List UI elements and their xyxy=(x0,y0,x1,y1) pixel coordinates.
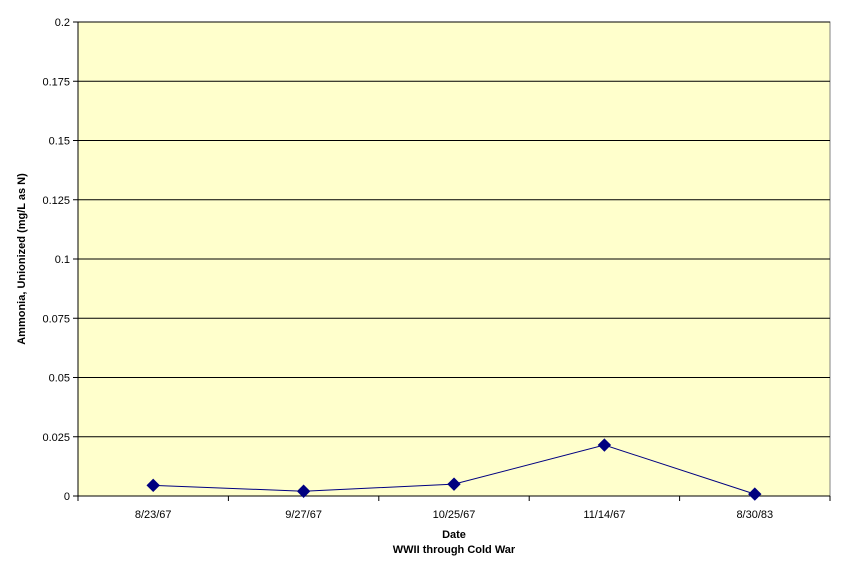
x-axis: 8/23/67 9/27/67 10/25/67 11/14/67 8/30/83 xyxy=(77,495,831,521)
y-tick-label: 0.2 xyxy=(55,17,70,29)
y-tick-label: 0.175 xyxy=(42,76,70,88)
y-tick-label: 0.15 xyxy=(49,136,70,148)
series xyxy=(146,438,762,501)
y-tick-label: 0.125 xyxy=(42,195,70,207)
data-point-marker xyxy=(597,438,612,452)
data-point-marker xyxy=(447,477,461,491)
y-tick-label: 0.05 xyxy=(49,373,70,385)
y-axis: 0 0.025 0.05 0.075 0.1 0.125 0.15 0.175 0.2 xyxy=(42,17,79,503)
y-tick-label: 0.1 xyxy=(55,254,70,266)
x-tick-label: 9/27/67 xyxy=(285,509,322,521)
data-point-marker xyxy=(296,484,311,498)
x-axis-subtitle: WWII through Cold War xyxy=(393,544,516,556)
gridlines xyxy=(78,21,830,438)
x-tick-label: 8/30/83 xyxy=(736,509,773,521)
y-tick-label: 0.075 xyxy=(42,313,70,325)
y-tick-label: 0 xyxy=(64,491,70,503)
x-tick-label: 10/25/67 xyxy=(433,509,476,521)
x-tick-label: 11/14/67 xyxy=(583,509,625,521)
x-axis-title: Date xyxy=(442,529,466,541)
data-point-marker xyxy=(748,487,762,501)
x-tick-label: 8/23/67 xyxy=(135,509,172,521)
data-point-marker xyxy=(146,478,160,493)
y-axis-title: Ammonia, Unionized (mg/L as N) xyxy=(16,173,28,345)
y-tick-label: 0.025 xyxy=(42,432,70,444)
